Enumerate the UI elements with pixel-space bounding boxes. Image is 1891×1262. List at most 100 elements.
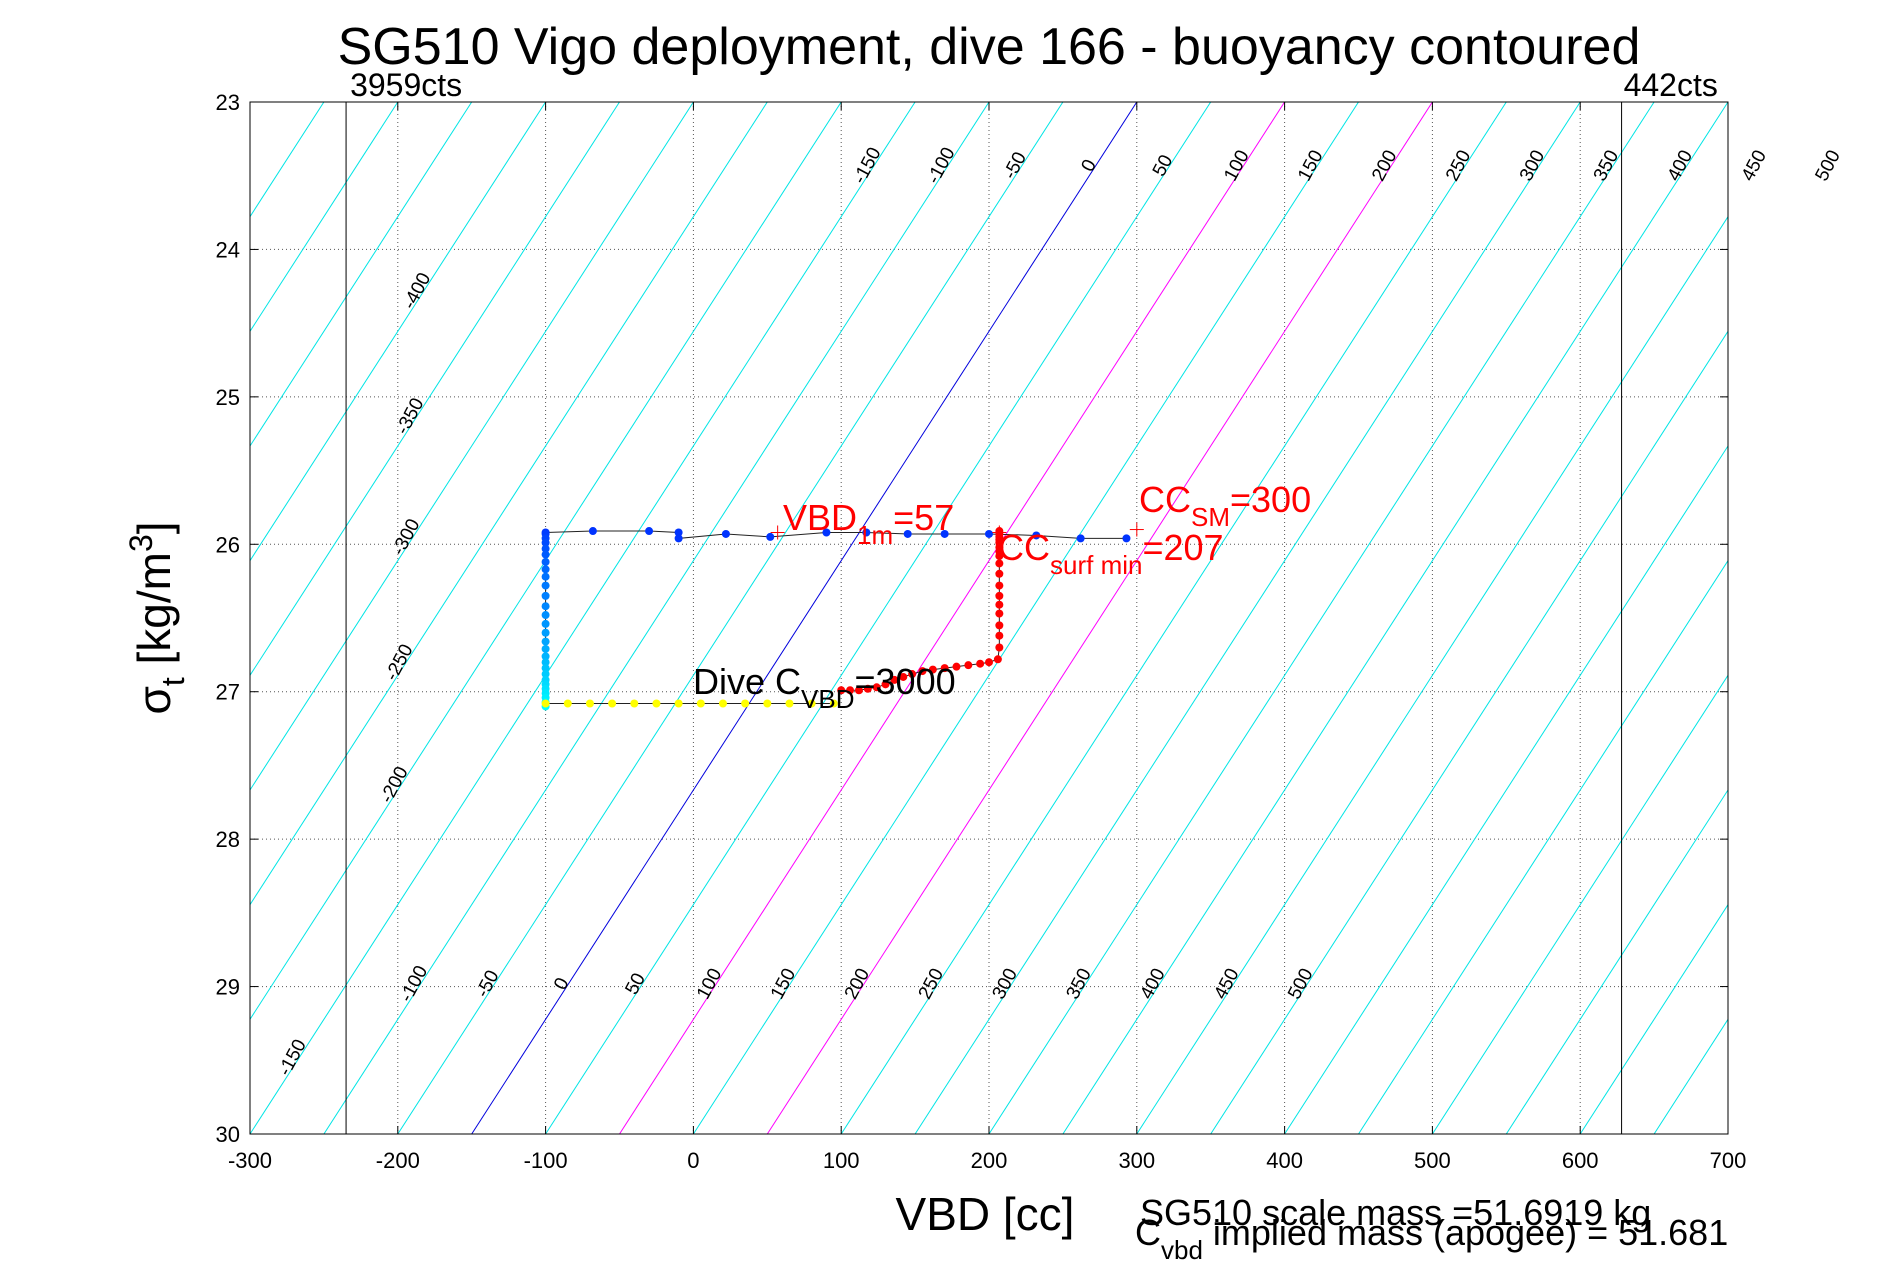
contour-label-top: 200 xyxy=(1368,147,1401,185)
vbd-1m-marker xyxy=(770,525,785,540)
contour-label-bottom: 300 xyxy=(989,965,1022,1003)
contour-label-bottom: 0 xyxy=(550,974,574,993)
y-axis-label-unit: [kg/m xyxy=(128,552,180,677)
contour-label-bottom: 250 xyxy=(915,965,948,1003)
descent-point xyxy=(541,565,550,574)
contour-line xyxy=(323,102,990,1134)
contour-line xyxy=(1802,102,1891,1134)
svg-text:σt [kg/m3]: σt [kg/m3] xyxy=(123,521,191,714)
contour-label-left: -150 xyxy=(274,1036,310,1079)
buoyancy-contours xyxy=(0,102,1891,1134)
ascent-point xyxy=(645,527,654,536)
vbd-1m-annotation: VBD1m=57 xyxy=(783,497,954,550)
ascent-point xyxy=(985,529,993,538)
contour-label-left: -400 xyxy=(399,269,435,312)
descent-point xyxy=(541,658,550,667)
ascent-point xyxy=(1122,534,1131,543)
ascent-point xyxy=(940,529,949,538)
bottom-point xyxy=(608,699,617,708)
contour-label-bottom: 400 xyxy=(1136,965,1169,1003)
pump-point xyxy=(837,686,846,695)
vbd-1m-sub: 1m xyxy=(857,520,893,550)
contour-label-top: -50 xyxy=(1000,149,1031,183)
contour-line xyxy=(250,102,842,1021)
contour-label-bottom: 150 xyxy=(767,965,800,1003)
contour-line xyxy=(0,102,102,1134)
contour-line xyxy=(250,102,694,791)
dive-cvbd-annotation: Dive CVBD=3000 xyxy=(693,661,956,714)
contour-label-top: 400 xyxy=(1664,147,1697,185)
descent-point xyxy=(541,664,550,673)
contour-line xyxy=(1505,789,1728,1134)
descent-point xyxy=(541,628,550,637)
x-tick-label: -100 xyxy=(524,1148,568,1173)
contour-line xyxy=(250,102,620,677)
svg-text:CCSM=300: CCSM=300 xyxy=(1139,479,1311,532)
y-tick-label: 26 xyxy=(216,532,240,557)
bottom-point xyxy=(741,699,750,708)
pump-point xyxy=(993,655,1002,664)
scale-mass-text: SG510 scale mass =51.6919 kg xyxy=(1140,1192,1651,1233)
contour-line xyxy=(1579,903,1728,1134)
y-tick-label: 30 xyxy=(216,1122,240,1147)
svg-text:VBD1m=57: VBD1m=57 xyxy=(783,497,954,550)
x-tick-label: 500 xyxy=(1414,1148,1451,1173)
contour-label-bottom: 350 xyxy=(1062,965,1095,1003)
y-tick-label: 29 xyxy=(216,975,240,1000)
contour-label-top: -100 xyxy=(923,144,959,187)
dive-cvbd-sub: VBD xyxy=(801,684,854,714)
contour-line xyxy=(988,102,1655,1134)
ascent-point xyxy=(822,528,831,537)
vbd-1m-value: =57 xyxy=(893,497,954,538)
cc-surf-marker xyxy=(992,525,1007,540)
y-tick-label: 28 xyxy=(216,827,240,852)
y-axis-label-sub: t xyxy=(155,677,191,686)
pump-point xyxy=(995,631,1004,640)
cvbd-rest: implied mass (apogee) = 51.681 xyxy=(1203,1212,1728,1253)
x-tick-label: 0 xyxy=(687,1148,699,1173)
contour-line xyxy=(1727,1133,1728,1134)
ascent-point xyxy=(674,534,683,543)
contour-line xyxy=(766,102,1433,1134)
descent-point xyxy=(541,544,550,553)
bottom-point xyxy=(652,699,661,708)
pump-point xyxy=(995,559,1004,568)
descent-point xyxy=(541,619,550,628)
ascent-point xyxy=(721,529,730,538)
bottom-point xyxy=(563,699,572,708)
x-tick-label: -300 xyxy=(228,1148,272,1173)
x-tick-label: 600 xyxy=(1562,1148,1599,1173)
pump-point xyxy=(872,683,881,692)
contour-line xyxy=(1358,559,1728,1134)
descent-point xyxy=(541,572,550,581)
ascent-point xyxy=(1076,534,1085,543)
descent-point xyxy=(541,581,550,590)
contour-line xyxy=(250,102,916,1134)
pump-point xyxy=(995,643,1004,652)
contour-label-left: -350 xyxy=(392,395,428,438)
pump-point xyxy=(928,665,937,674)
cc-sm-annotation: CCSM=300 xyxy=(1139,479,1311,532)
contour-line xyxy=(0,102,28,1134)
contour-line xyxy=(397,102,1064,1134)
bottom-point xyxy=(696,699,705,708)
contour-label-bottom: 200 xyxy=(841,965,874,1003)
contour-line xyxy=(1876,102,1891,1134)
pump-point xyxy=(995,569,1004,578)
y-axis-label: σt [kg/m3] xyxy=(123,521,191,714)
axis-ticks: -300 -200 -100 0 100 200 300 400 500 600 700232425… xyxy=(216,90,1747,1173)
contour-label-top: 50 xyxy=(1149,151,1177,180)
dive-cvbd-value: =3000 xyxy=(855,661,956,702)
contour-label-top: 0 xyxy=(1077,156,1101,175)
ascent-point xyxy=(903,529,912,538)
contour-label-top: 450 xyxy=(1738,147,1771,185)
contour-line xyxy=(1653,1018,1728,1134)
ascent-point xyxy=(588,527,597,536)
descent-point xyxy=(541,611,550,620)
pump-point xyxy=(899,672,908,681)
descent-point xyxy=(541,670,550,679)
contour-label-left: -250 xyxy=(381,641,417,684)
contour-label-bottom: 50 xyxy=(622,970,650,999)
x-tick-label: 200 xyxy=(971,1148,1008,1173)
contour-line xyxy=(250,102,399,333)
